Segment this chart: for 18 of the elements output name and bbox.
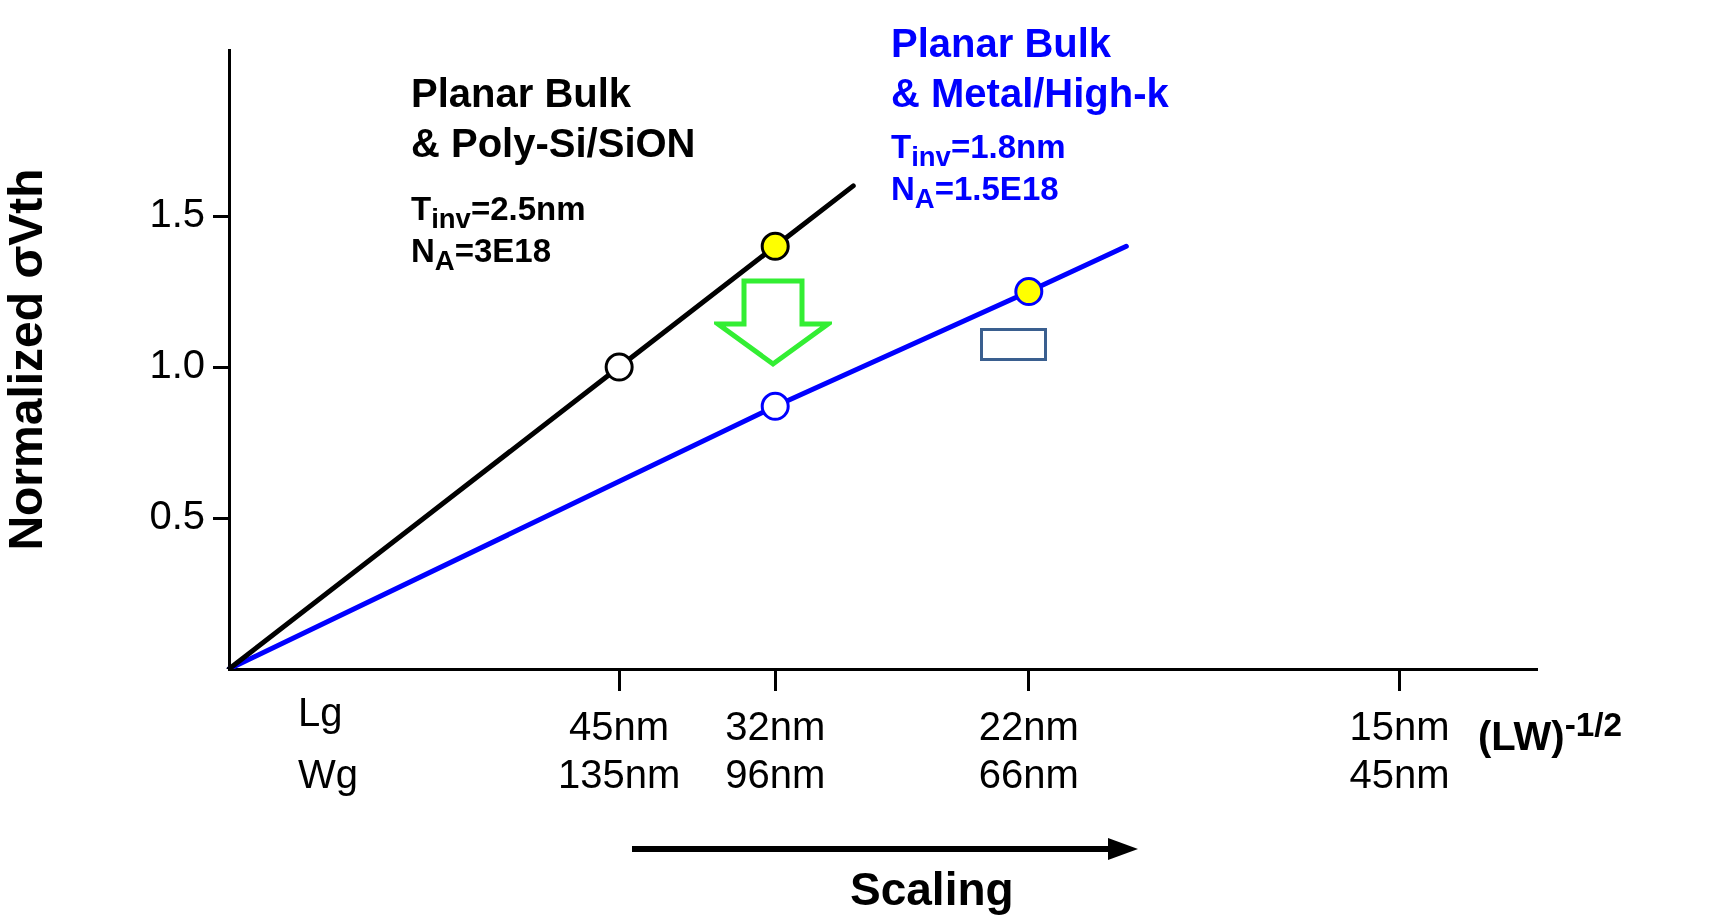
text: Planar Bulk & Metal/High-k — [891, 20, 1169, 117]
text: Planar Bulk & Poly-Si/SiON — [411, 70, 696, 167]
annotation: N$_{A}$=3E18 — [411, 232, 552, 277]
x-tick-label: 15nm 45nm — [1349, 704, 1450, 797]
x-tick-label: 22nm 66nm — [978, 704, 1079, 797]
text: Lg — [298, 690, 343, 735]
y-tick-label: 1.0 — [149, 342, 205, 387]
annotation: T$_{inv}$=1.8nm — [891, 128, 1066, 172]
y-axis-title: Normalized σVth — [0, 168, 53, 551]
text: Wg — [298, 752, 358, 797]
x-tick-label: 45nm 135nm — [557, 704, 681, 797]
annotation: T$_{inv}$=2.5nm — [411, 190, 586, 234]
x-tick-label: 32nm 96nm — [725, 704, 826, 797]
y-tick-label: 0.5 — [149, 493, 205, 538]
annotation: N$_{A}$=1.5E18 — [891, 170, 1059, 215]
x-axis-title: (LW)$^{-1/2}$ — [1478, 706, 1623, 760]
text: Scaling — [850, 862, 1014, 916]
y-tick-label: 1.5 — [149, 191, 205, 236]
